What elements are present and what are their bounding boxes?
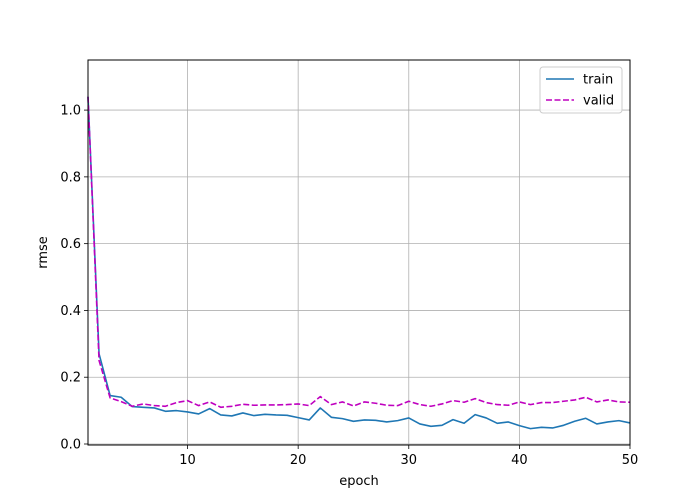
series-layer bbox=[87, 96, 631, 430]
y-tick-label: 0.8 bbox=[60, 170, 81, 185]
x-tick-label: 10 bbox=[179, 453, 196, 468]
y-tick-label: 0.0 bbox=[60, 437, 81, 452]
axis-ticks: 10 20 30 40 50 0.0 0.2 0.4 0.6 0.8 1.0 bbox=[60, 104, 638, 468]
plot-frame bbox=[87, 59, 631, 446]
series-line-valid bbox=[87, 96, 631, 409]
legend: train valid bbox=[539, 66, 623, 114]
y-tick-label: 1.0 bbox=[60, 104, 81, 119]
y-tick-label: 0.4 bbox=[60, 304, 81, 319]
series-line-train bbox=[87, 96, 631, 430]
x-tick-label: 30 bbox=[401, 453, 418, 468]
x-tick-label: 50 bbox=[622, 453, 639, 468]
x-axis-label: epoch bbox=[339, 474, 379, 489]
legend-label-train: train bbox=[583, 73, 613, 88]
legend-label-valid: valid bbox=[583, 94, 614, 109]
y-tick-label: 0.2 bbox=[60, 371, 81, 386]
y-tick-label: 0.6 bbox=[60, 237, 81, 252]
y-axis-label: rmse bbox=[36, 236, 51, 269]
x-tick-label: 40 bbox=[511, 453, 528, 468]
x-tick-label: 20 bbox=[290, 453, 307, 468]
